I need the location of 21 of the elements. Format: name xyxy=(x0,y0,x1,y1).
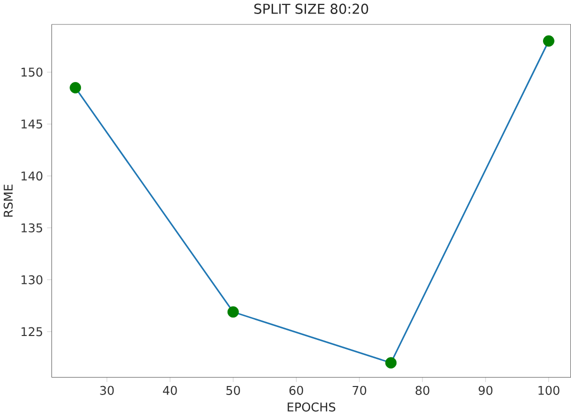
point xyxy=(70,82,82,94)
x-tick-label: 30 xyxy=(100,386,114,395)
y-tick-label: 145 xyxy=(22,119,42,128)
y-tick-label: 140 xyxy=(22,171,42,180)
y-tick-label: 135 xyxy=(22,223,42,232)
point xyxy=(227,306,239,318)
y-axis-title: RSME xyxy=(4,184,13,217)
x-tick-label: 100 xyxy=(538,386,560,395)
x-tick-label: 50 xyxy=(226,386,240,395)
x-tick-label: 40 xyxy=(162,386,177,395)
x-axis-title: EPOCHS xyxy=(288,402,336,412)
x-tick-label: 70 xyxy=(352,386,366,395)
x-tick-label: 60 xyxy=(289,386,304,395)
y-tick-label: 150 xyxy=(22,68,42,77)
y-tick-label: 130 xyxy=(22,275,42,284)
x-tick-label: 90 xyxy=(478,386,492,395)
point xyxy=(543,35,554,47)
y-tick-label: 125 xyxy=(22,327,42,336)
x-tick-label: 80 xyxy=(416,386,430,395)
chart-title: SPLIT SIZE 80:20 xyxy=(254,4,368,14)
point xyxy=(385,357,397,368)
